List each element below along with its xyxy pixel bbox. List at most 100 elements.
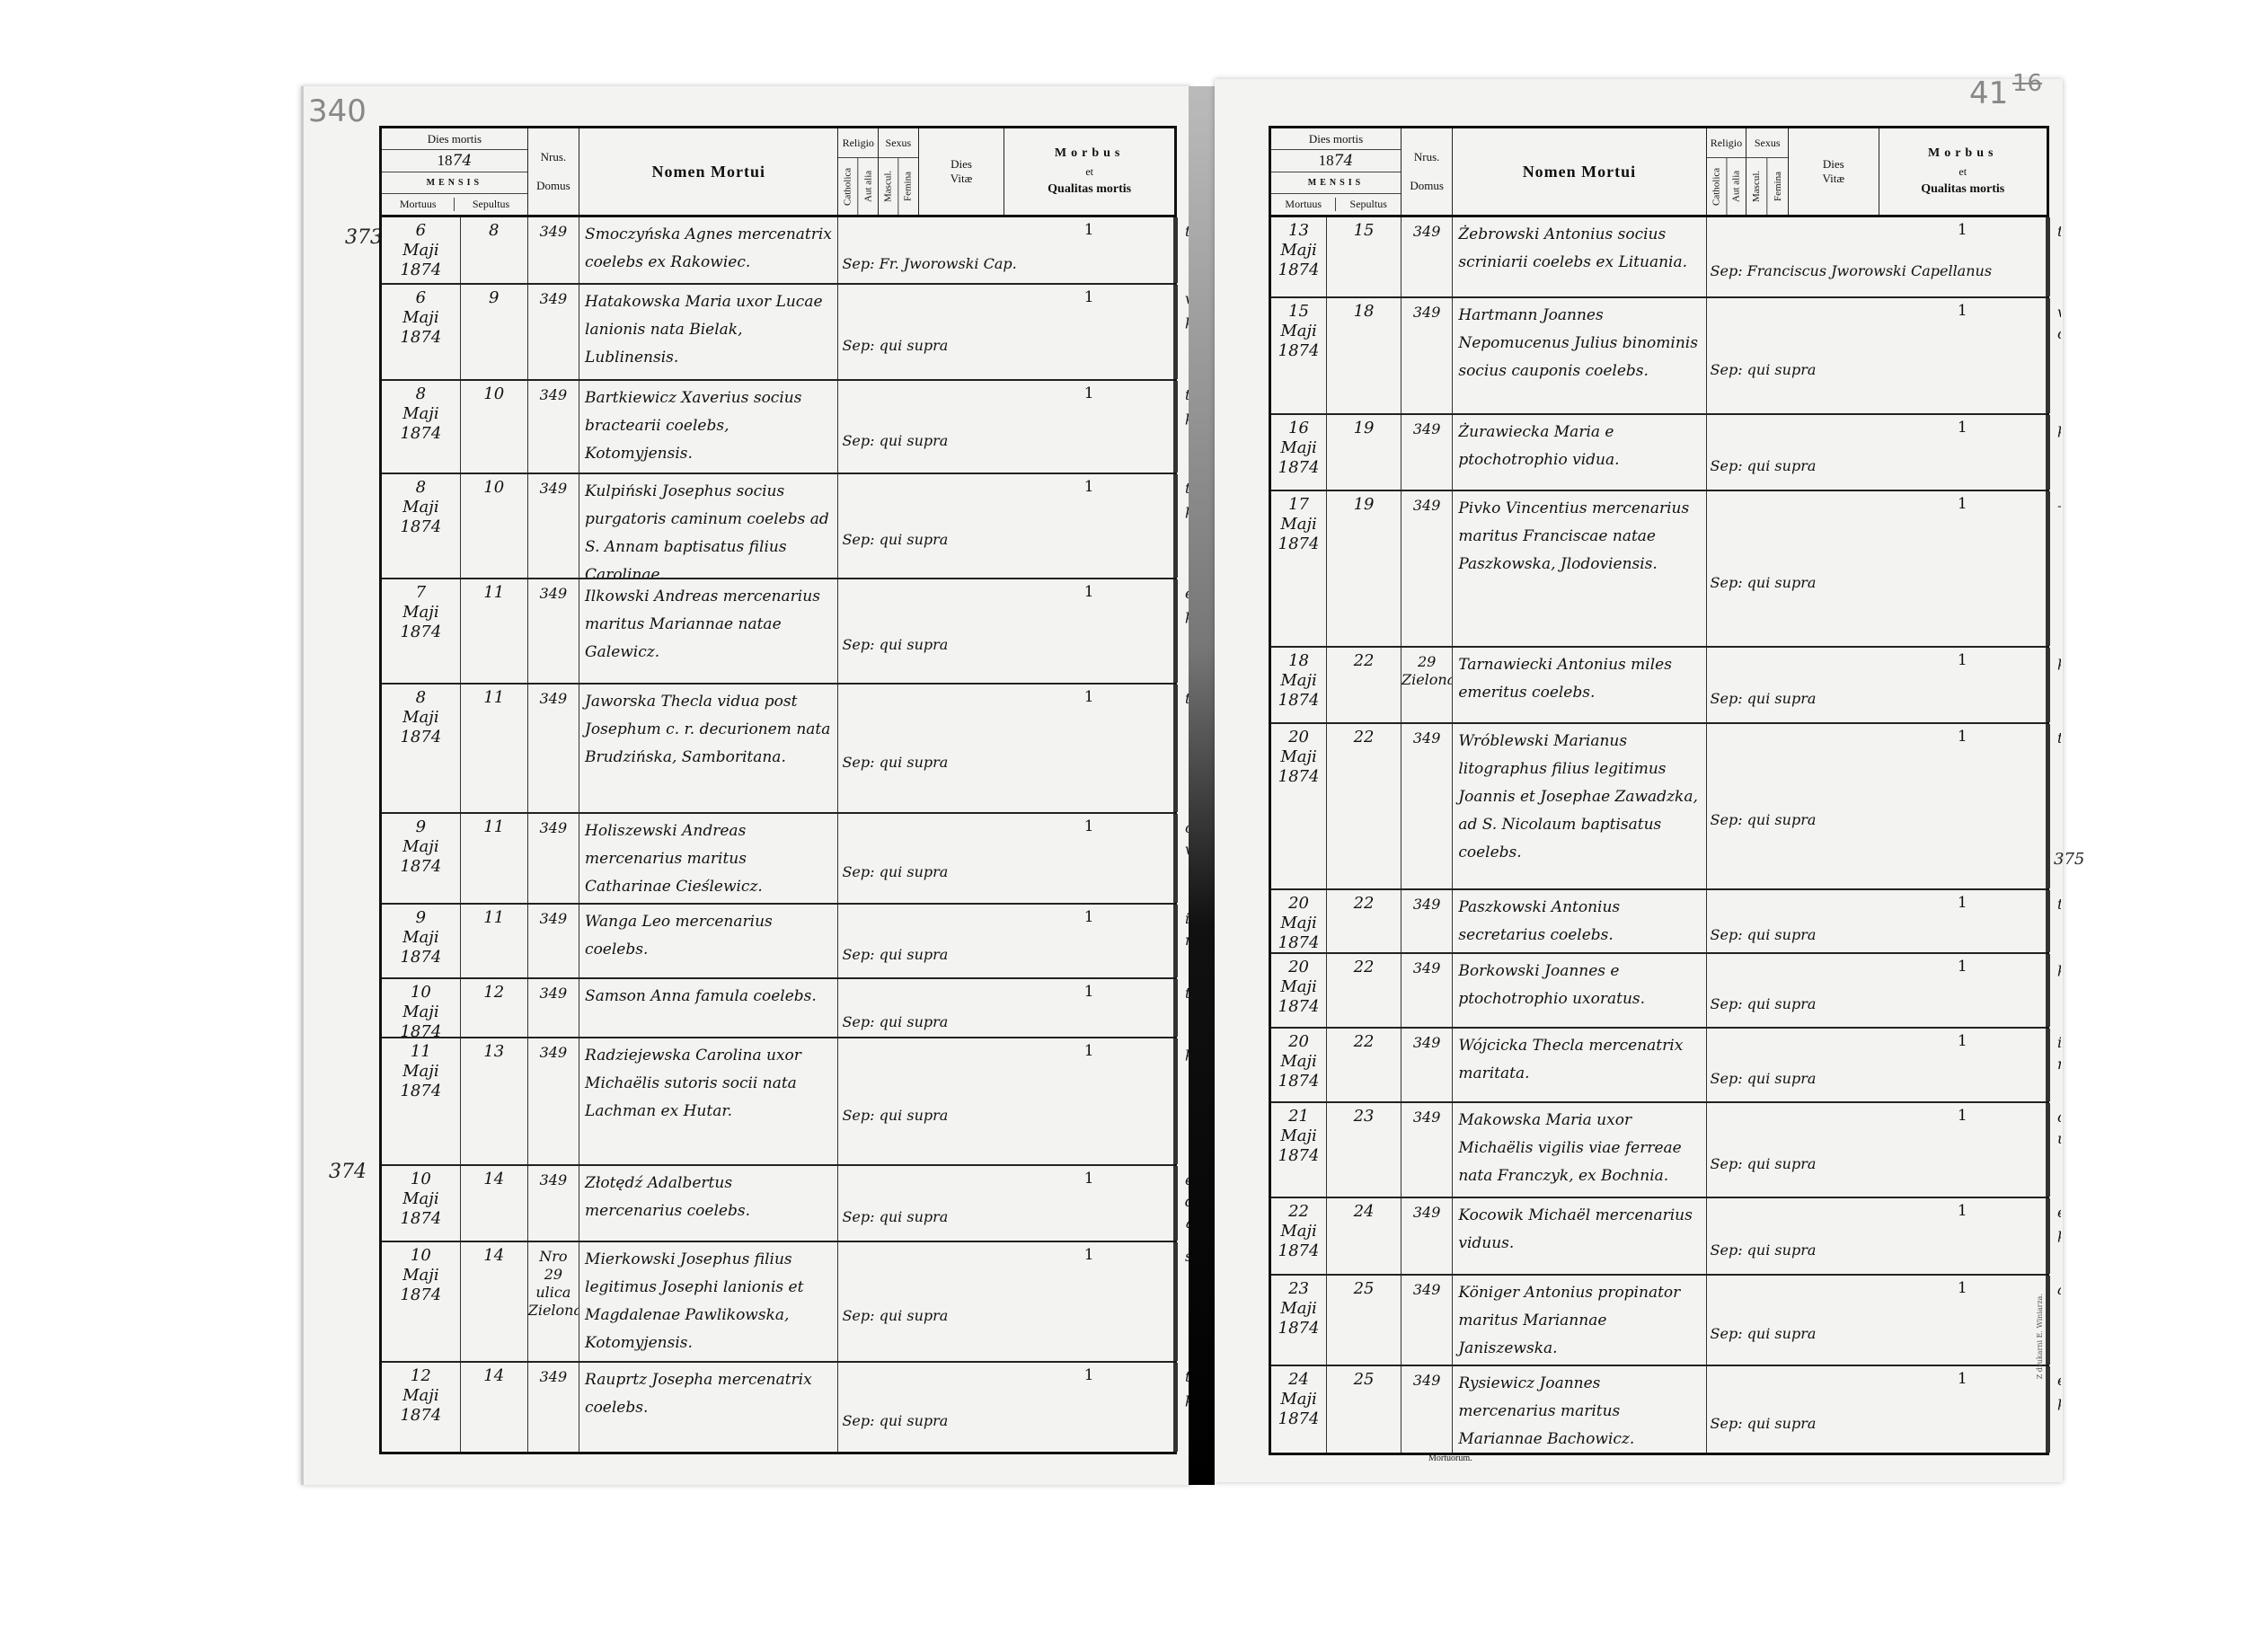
female-mark: – — [1175, 1166, 1177, 1241]
other-religion-mark: – — [1173, 474, 1175, 578]
burial-day: 10 — [461, 381, 528, 473]
male-mark: – — [1174, 1038, 1176, 1164]
register-entry-row: 23 Maji 1874 25 349 Königer Antonius propinat… — [1271, 1276, 2061, 1366]
death-year: 1874 — [1278, 1072, 1320, 1091]
age-at-death: 36annor — [1176, 905, 1178, 977]
deceased-name: Radziejewska Carolina uxor Michaëlis sut… — [579, 1038, 839, 1164]
catholic-mark: 1 — [1879, 415, 2047, 490]
death-day: 8 — [415, 688, 427, 707]
cause-of-death: tuberculosis — [2050, 724, 2061, 888]
death-day: 12 — [410, 1366, 431, 1385]
dies-mortis-header: Dies mortis 18 74 MENSIS Mortuus Sepultus — [382, 128, 528, 215]
date-of-death: 10 Maji 1874 — [382, 1166, 461, 1241]
house-number: 349 — [528, 1038, 580, 1164]
age-at-death: 38annor — [2048, 954, 2050, 1027]
cause-of-death: pneumonia — [1178, 1038, 1189, 1164]
cause-of-death: emphysema pulmonum — [1178, 579, 1189, 683]
burial-officiant-note: Sep: qui supra — [842, 636, 949, 653]
burial-day: 9 — [461, 285, 528, 379]
age-at-death: 40annor — [2048, 1029, 2050, 1101]
morbus-label: Morbus — [1928, 146, 1998, 160]
mascul-label: Mascul. — [879, 158, 899, 215]
nomen-mortui-header: Nomen Mortui — [1453, 128, 1707, 215]
catholic-mark: 1 — [1004, 1242, 1174, 1361]
mascul-label: Mascul. — [1746, 158, 1768, 215]
death-year: 1874 — [400, 948, 442, 967]
deceased-name: Ilkowski Andreas mercenarius maritus Mar… — [579, 579, 839, 683]
death-day: 22 — [1288, 1202, 1310, 1221]
house-number: 349 — [1402, 1366, 1454, 1453]
register-entry-row: 12 Maji 1874 14 349 Rauprtz Josepha mercenatr… — [382, 1363, 1189, 1452]
male-mark: 1 — [2047, 491, 2048, 646]
age-at-death: 60annor — [1176, 579, 1178, 683]
cause-of-death: suffocatio — [1178, 1242, 1189, 1361]
burial-day: 12 — [461, 979, 528, 1037]
female-mark: – — [1175, 905, 1177, 977]
death-month: Maji — [402, 1189, 439, 1208]
death-day: 23 — [1288, 1279, 1310, 1298]
sexus-header: Sexus Mascul. Femina — [1746, 128, 1789, 215]
cause-of-death: cancer ventri — [1178, 814, 1189, 903]
year-handwritten: 74 — [1333, 151, 1354, 170]
death-day: 10 — [410, 1170, 431, 1188]
male-mark: 1 — [1174, 1242, 1176, 1361]
right-page — [1215, 79, 2063, 1482]
house-number: 349 — [1402, 724, 1454, 888]
deceased-name: Holiszewski Andreas mercenarius maritus … — [579, 814, 839, 903]
register-entry-row: 18 Maji 1874 22 29 Zielona Tarnawiecki Antoni… — [1271, 648, 2061, 724]
female-mark: – — [2047, 890, 2049, 952]
cause-of-death: tuberculosis — [1178, 217, 1189, 283]
house-number: 349 — [1402, 890, 1454, 952]
house-number: Nro 29 ulica Zielona — [528, 1242, 580, 1361]
male-mark: – — [1174, 1363, 1176, 1452]
catholic-mark: 1 — [1004, 905, 1174, 977]
deceased-name: Smoczyńska Agnes mercenatrix coelebs ex … — [579, 217, 839, 283]
mortuus-sepultus-header: Mortuus Sepultus — [1271, 194, 1401, 215]
nomen-mortui-header: Nomen Mortui — [579, 128, 839, 215]
house-number: 349 — [1402, 1198, 1454, 1274]
dies-vitae-header: Dies Vitæ — [1789, 128, 1879, 215]
cause-of-death: emphysema pulmonum — [2050, 1366, 2061, 1453]
sepultus-label: Sepultus — [1349, 197, 1387, 210]
male-mark: 1 — [2047, 217, 2048, 296]
house-number: 349 — [528, 474, 580, 578]
house-number: 349 — [528, 1363, 580, 1452]
footer-mortuorum: Mortuorum. — [1428, 1453, 1472, 1463]
female-mark: 1 — [2047, 1029, 2049, 1101]
deceased-name: Rauprtz Josepha mercenatrix coelebs. — [579, 1363, 839, 1452]
age-at-death: 40annor — [2048, 890, 2050, 952]
female-mark: – — [2047, 1198, 2049, 1274]
cause-of-death: vulnus pedis — [1178, 285, 1189, 379]
male-mark: 1 — [2047, 890, 2048, 952]
burial-day: 19 — [1327, 415, 1402, 490]
male-mark: 1 — [2047, 724, 2048, 888]
other-religion-mark: – — [1173, 814, 1175, 903]
catholic-mark: 1 — [1879, 1103, 2047, 1197]
death-month: Maji — [402, 708, 439, 727]
morbus-label: Morbus — [1054, 146, 1125, 160]
register-entry-row: 22 Maji 1874 24 349 Kocowik Michaël mercenari… — [1271, 1198, 2061, 1276]
sexus-label: Sexus — [879, 128, 918, 158]
death-register-table-right: Dies mortis 18 74 MENSIS Mortuus Sepultus Nrus… — [1269, 126, 2061, 1455]
catholic-mark: 1 — [1004, 1363, 1174, 1452]
cause-of-death: epilepsia delirium que acutum — [1178, 1166, 1189, 1241]
other-religion-mark: – — [1173, 1166, 1175, 1241]
date-of-death: 18 Maji 1874 — [1271, 648, 1328, 722]
death-day: 9 — [415, 817, 427, 836]
catholic-mark: 1 — [1879, 954, 2047, 1027]
death-year: 1874 — [1278, 1241, 1320, 1260]
death-month: Maji — [1280, 322, 1317, 340]
male-mark: 1 — [2047, 298, 2048, 413]
burial-day: 14 — [461, 1166, 528, 1241]
male-mark: – — [2047, 1029, 2048, 1101]
date-of-death: 20 Maji 1874 — [1271, 1029, 1328, 1101]
death-day: 6 — [415, 221, 427, 240]
cause-of-death: cancer uteri — [2050, 1103, 2061, 1197]
cause-of-death: emphysema pulmonum — [2050, 1198, 2061, 1274]
vitae-label: Vitæ — [1822, 172, 1845, 185]
death-year: 1874 — [400, 1209, 442, 1228]
burial-day: 11 — [461, 579, 528, 683]
male-mark: 1 — [1174, 1166, 1176, 1241]
margin-entry-number: 374 — [329, 1161, 367, 1183]
deceased-name: Samson Anna famula coelebs. — [579, 979, 839, 1037]
